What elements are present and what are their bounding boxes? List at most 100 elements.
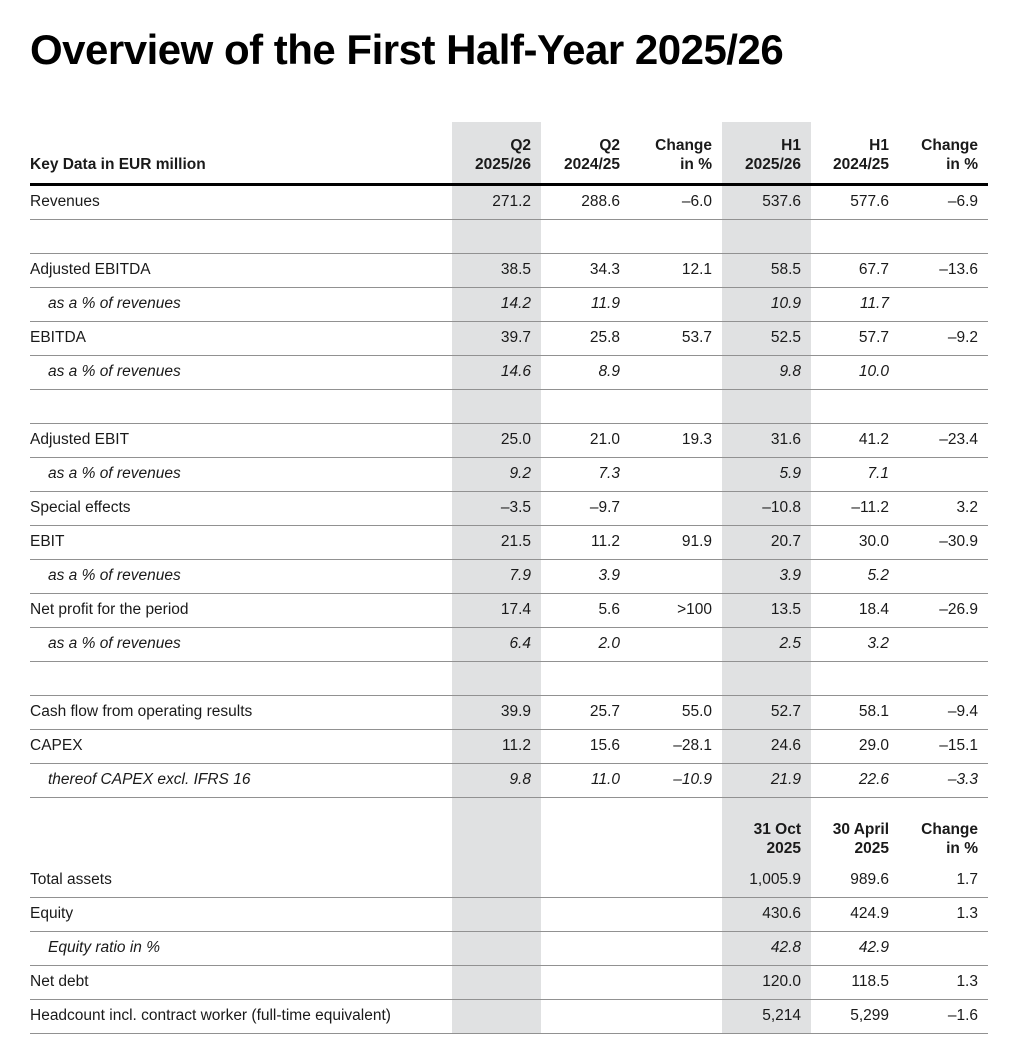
cell-value: 18.4 — [811, 593, 899, 628]
table-header-row: Key Data in EUR million Q2 2025/26 Q2 20… — [30, 122, 988, 186]
table-row: EBITDA 39.7 25.8 53.7 52.5 57.7 –9.2 — [30, 321, 988, 356]
balance-col-header: 31 Oct 2025 — [722, 797, 811, 864]
cell-value: 7.9 — [452, 559, 541, 594]
row-label: EBITDA — [30, 321, 452, 356]
cell-value: –15.1 — [899, 729, 988, 764]
cell-value: –6.0 — [630, 184, 722, 220]
row-label: as a % of revenues — [30, 355, 452, 390]
cell-value: 11.2 — [452, 729, 541, 764]
cell-value: 10.9 — [722, 287, 811, 322]
cell-empty — [722, 389, 811, 424]
cell-value: –3.5 — [452, 491, 541, 526]
cell-empty — [452, 797, 541, 864]
header-line: in % — [680, 155, 712, 173]
header-line: 2025 — [766, 839, 801, 857]
cell-value: 34.3 — [541, 253, 630, 288]
cell-empty — [630, 287, 722, 322]
cell-value: 38.5 — [452, 253, 541, 288]
cell-value: 53.7 — [630, 321, 722, 356]
cell-value: 21.5 — [452, 525, 541, 560]
cell-value: 52.5 — [722, 321, 811, 356]
cell-value: 1,005.9 — [722, 863, 811, 898]
cell-value: 9.8 — [722, 355, 811, 390]
cell-empty — [452, 931, 541, 966]
cell-value: 42.9 — [811, 931, 899, 966]
table-row: CAPEX 11.2 15.6 –28.1 24.6 29.0 –15.1 — [30, 729, 988, 764]
header-line: 2024/25 — [563, 155, 620, 173]
cell-empty — [630, 661, 722, 696]
cell-value: 989.6 — [811, 863, 899, 898]
table-row: as a % of revenues 9.2 7.3 5.9 7.1 — [30, 457, 988, 492]
cell-empty — [630, 355, 722, 390]
header-line: Q2 — [599, 136, 620, 154]
cell-empty — [899, 627, 988, 662]
cell-empty — [630, 457, 722, 492]
cell-value: 11.0 — [541, 763, 630, 798]
cell-empty — [630, 491, 722, 526]
cell-value: –1.6 — [899, 999, 988, 1034]
cell-value: 11.7 — [811, 287, 899, 322]
cell-empty — [899, 355, 988, 390]
cell-value: 3.9 — [541, 559, 630, 594]
cell-empty — [452, 897, 541, 932]
cell-empty — [899, 389, 988, 424]
header-line: in % — [946, 155, 978, 173]
cell-empty — [811, 389, 899, 424]
row-label: EBIT — [30, 525, 452, 560]
cell-value: 10.0 — [811, 355, 899, 390]
row-label: as a % of revenues — [30, 287, 452, 322]
key-data-table: Key Data in EUR million Q2 2025/26 Q2 20… — [30, 122, 988, 1034]
report-page: Overview of the First Half-Year 2025/26 … — [0, 24, 1024, 1034]
cell-value: 30.0 — [811, 525, 899, 560]
table-row: as a % of revenues 6.4 2.0 2.5 3.2 — [30, 627, 988, 662]
row-label: Equity ratio in % — [30, 931, 452, 966]
row-label: as a % of revenues — [30, 559, 452, 594]
col-header-q2-2025-26: Q2 2025/26 — [452, 122, 541, 186]
cell-empty — [811, 219, 899, 254]
cell-value: 19.3 — [630, 423, 722, 458]
cell-value: 2.5 — [722, 627, 811, 662]
cell-empty — [452, 999, 541, 1034]
cell-value: 9.2 — [452, 457, 541, 492]
cell-empty — [899, 661, 988, 696]
row-label — [30, 661, 452, 696]
header-line: in % — [946, 839, 978, 857]
cell-empty — [452, 965, 541, 1000]
cell-value: 55.0 — [630, 695, 722, 730]
cell-value: 14.6 — [452, 355, 541, 390]
row-label: CAPEX — [30, 729, 452, 764]
cell-value: –28.1 — [630, 729, 722, 764]
row-label: as a % of revenues — [30, 627, 452, 662]
spacer-row — [30, 219, 988, 254]
spacer-row — [30, 389, 988, 424]
cell-empty — [452, 389, 541, 424]
cell-value: 120.0 — [722, 965, 811, 1000]
cell-value: –11.2 — [811, 491, 899, 526]
balance-col-header: 30 April 2025 — [811, 797, 899, 864]
cell-empty — [541, 797, 630, 864]
cell-value: 288.6 — [541, 184, 630, 220]
table-row: EBIT 21.5 11.2 91.9 20.7 30.0 –30.9 — [30, 525, 988, 560]
cell-value: 91.9 — [630, 525, 722, 560]
cell-empty — [899, 931, 988, 966]
row-label: Revenues — [30, 184, 452, 220]
col-header-change-quarter: Change in % — [630, 122, 722, 186]
row-label — [30, 389, 452, 424]
row-label — [30, 219, 452, 254]
cell-value: –10.8 — [722, 491, 811, 526]
cell-value: 17.4 — [452, 593, 541, 628]
cell-empty — [811, 661, 899, 696]
table-row: Revenues 271.2 288.6 –6.0 537.6 577.6 –6.9 — [30, 184, 988, 220]
col-header-h1-2025-26: H1 2025/26 — [722, 122, 811, 186]
cell-value: 11.2 — [541, 525, 630, 560]
cell-value: 25.7 — [541, 695, 630, 730]
cell-value: –9.2 — [899, 321, 988, 356]
cell-empty — [630, 797, 722, 864]
cell-value: –6.9 — [899, 184, 988, 220]
cell-value: 29.0 — [811, 729, 899, 764]
cell-value: 41.2 — [811, 423, 899, 458]
table-row: Total assets 1,005.9 989.6 1.7 — [30, 863, 988, 898]
cell-empty — [722, 219, 811, 254]
cell-value: 21.9 — [722, 763, 811, 798]
cell-empty — [541, 999, 630, 1034]
